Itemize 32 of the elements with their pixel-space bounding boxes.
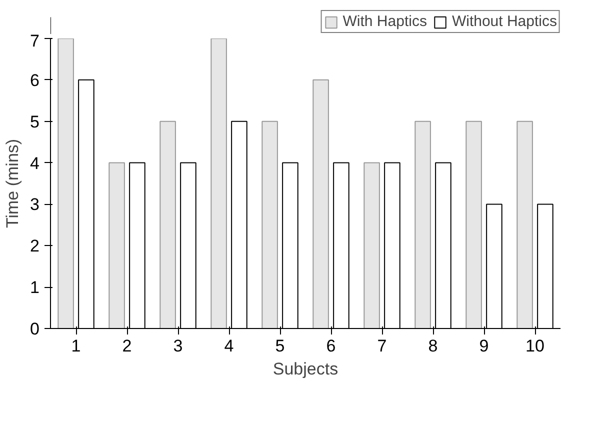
x-tick-label: 1 (71, 336, 81, 356)
bar (108, 162, 125, 328)
x-tick-label: 7 (377, 336, 387, 356)
y-tick-label: 3 (30, 195, 40, 214)
bar (262, 120, 278, 328)
x-tick-label: 2 (122, 336, 132, 356)
x-tick-label: 3 (173, 336, 183, 356)
x-axis-title: Subjects (272, 360, 338, 378)
x-tick-label: 5 (275, 336, 285, 356)
bar (516, 120, 533, 328)
y-axis-title: Time (mins) (3, 138, 22, 228)
x-tick-label: 6 (326, 336, 336, 356)
x-tick-label: 10 (526, 336, 544, 356)
x-tick-label: 4 (224, 336, 234, 356)
bar (414, 120, 431, 328)
y-tick-label: 0 (30, 320, 40, 338)
y-tick-label: 1 (30, 278, 40, 298)
bar (210, 38, 227, 328)
x-tick-label: 8 (428, 336, 438, 356)
bar (466, 120, 482, 328)
bar (160, 120, 176, 328)
y-tick-label: 4 (30, 154, 40, 173)
bar (312, 79, 329, 328)
x-tick-label: 9 (479, 336, 489, 356)
y-tick-label: 5 (30, 112, 40, 132)
y-tick-label: 2 (30, 236, 40, 256)
legend-label: Without Haptics (452, 13, 557, 30)
y-tick-label: 6 (30, 70, 40, 90)
y-tick-label: 7 (30, 32, 40, 50)
bar (58, 38, 74, 328)
bar (364, 162, 380, 328)
legend-label: With Haptics (342, 13, 427, 30)
